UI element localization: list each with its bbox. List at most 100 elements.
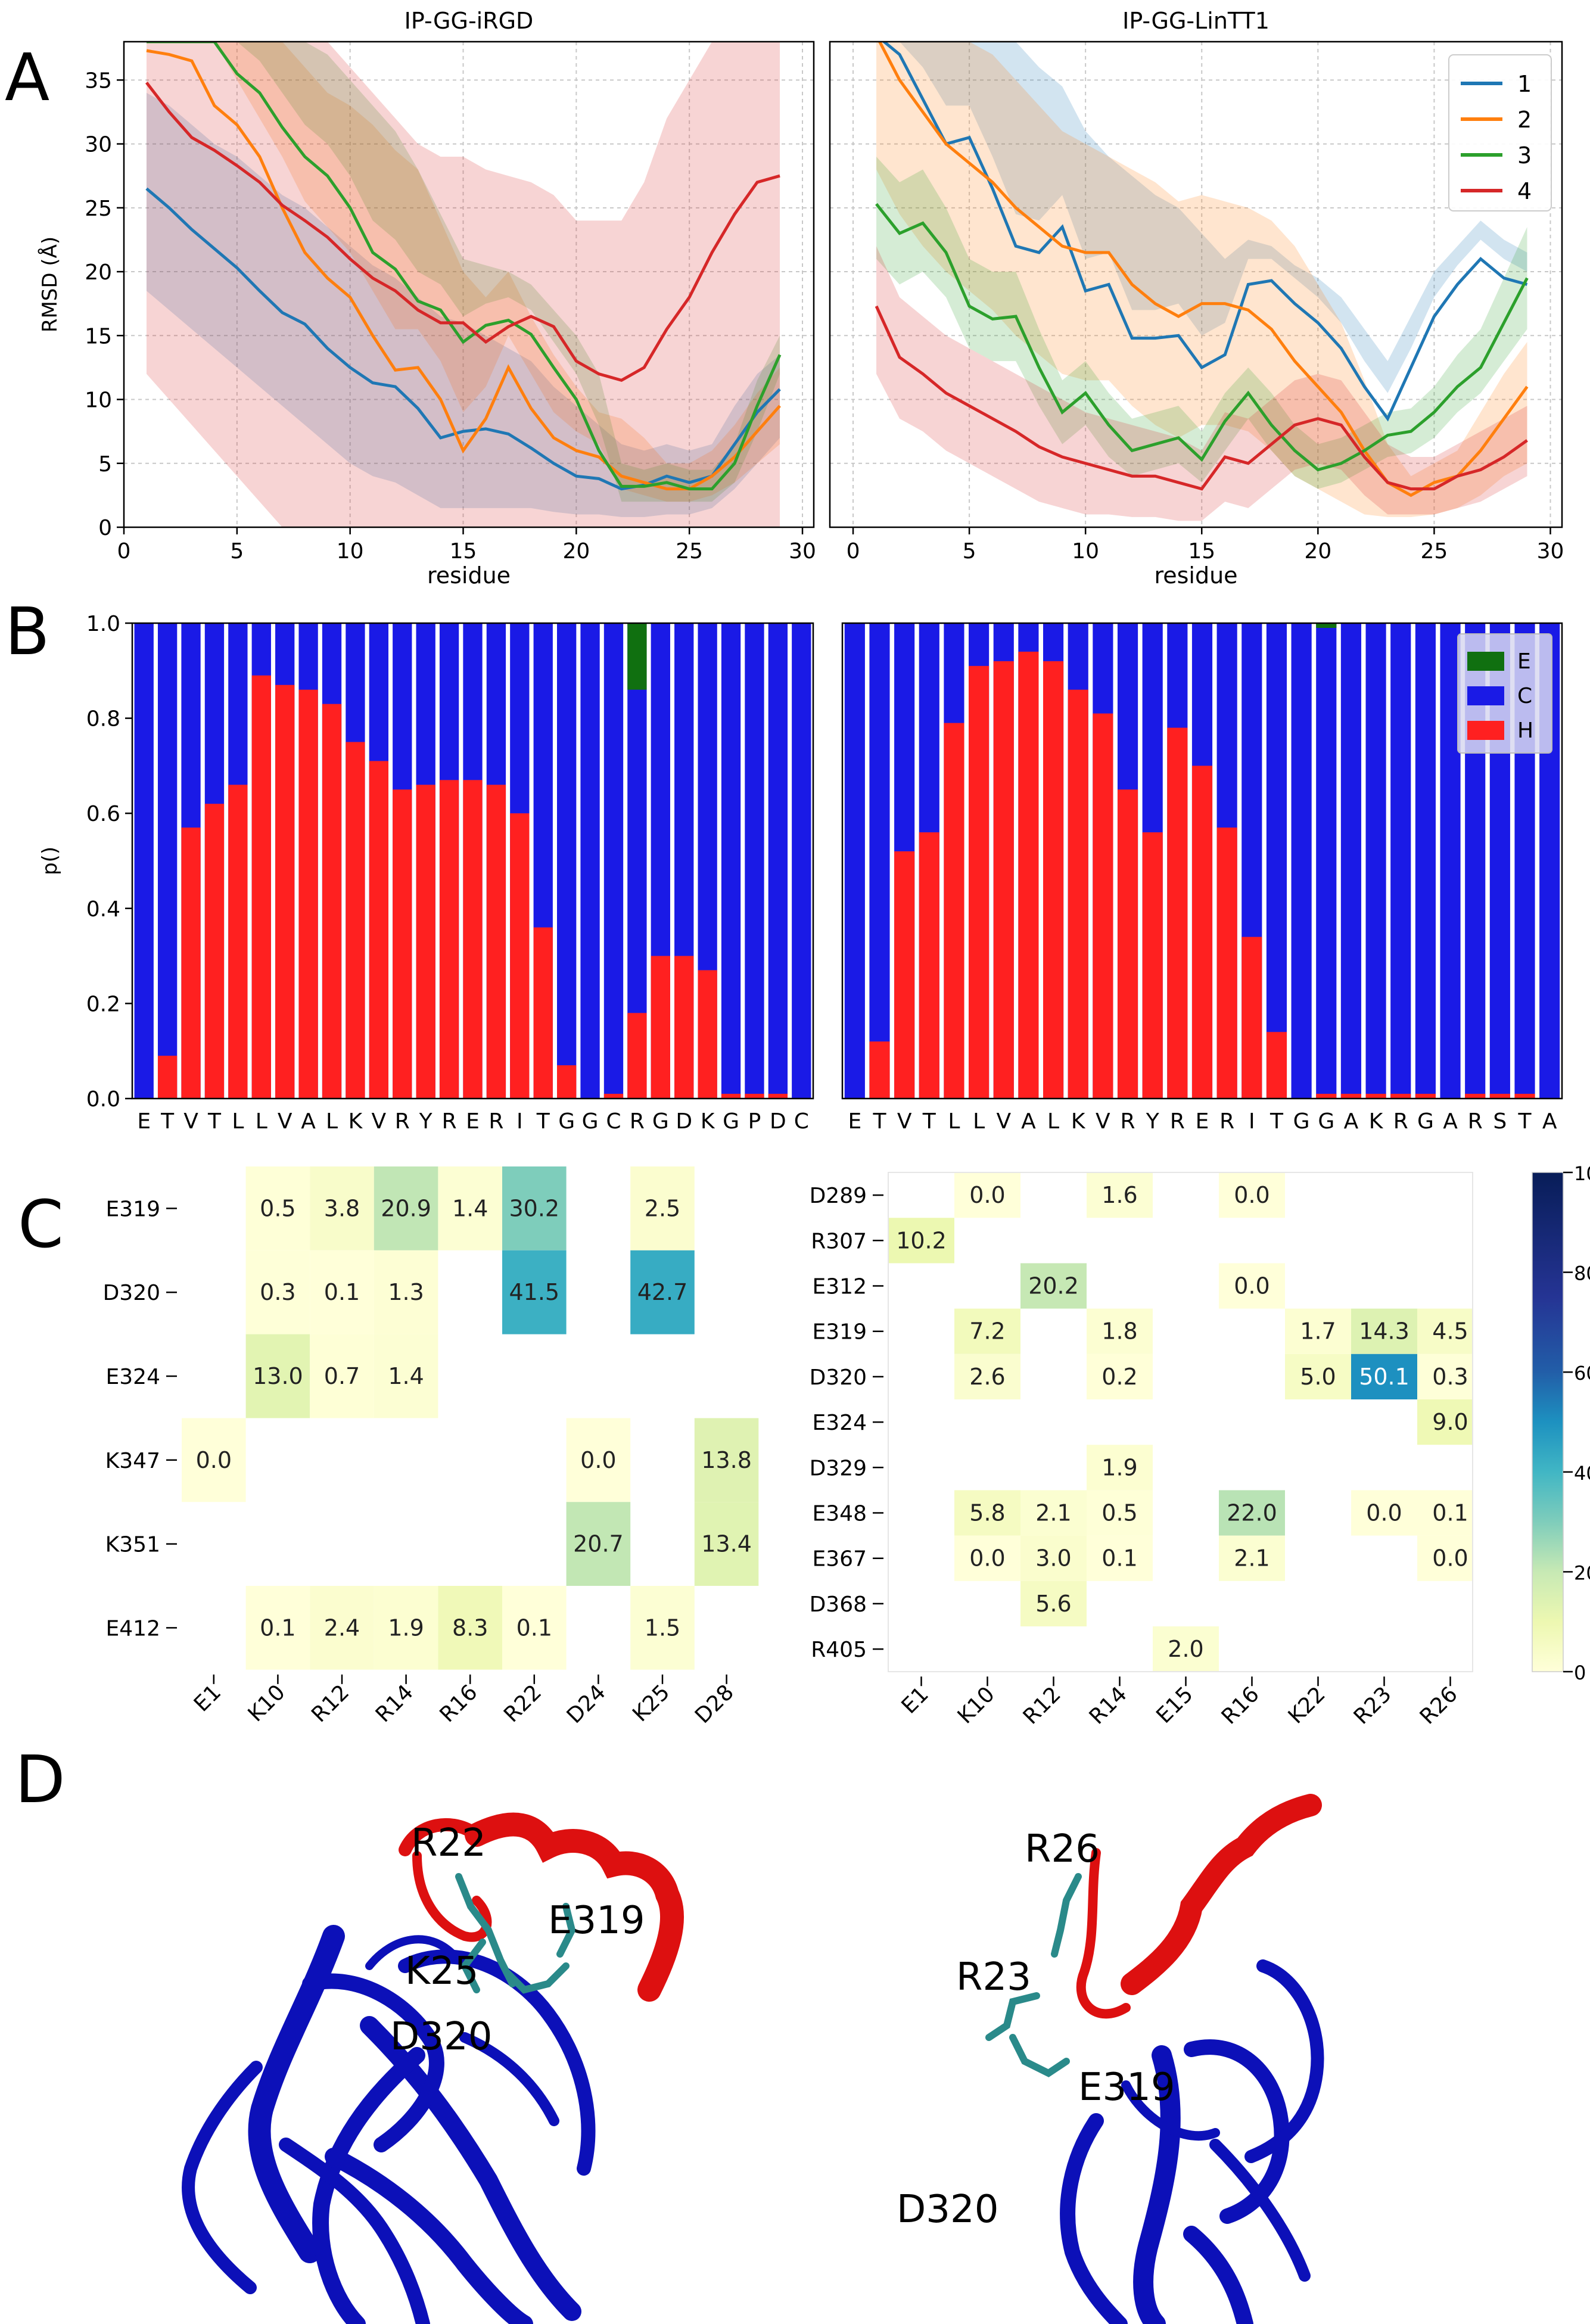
bar-h-2	[894, 851, 915, 1099]
y-tick-label: 0.6	[86, 802, 120, 826]
heatmap-cell	[374, 1334, 438, 1418]
heatmap-cell	[566, 1418, 631, 1502]
y-tick-label: 0	[98, 516, 112, 540]
plot-frame	[131, 622, 814, 1100]
x-tick-label: K10	[244, 1680, 290, 1726]
panel-label-d: D	[15, 1741, 66, 1818]
y-tick-label: 30	[85, 133, 112, 157]
y-tick-label: E319	[813, 1320, 867, 1345]
heatmap-cell	[954, 1308, 1020, 1354]
bar-h-23	[674, 956, 694, 1099]
bar-h-8	[322, 704, 342, 1099]
heatmap-cell-value: 0.5	[1102, 1500, 1137, 1526]
legend-label-1: 1	[1517, 71, 1532, 97]
confidence-band-3	[876, 157, 1527, 489]
bar-c-18	[1291, 623, 1312, 1099]
x-tick-label: R	[630, 1109, 645, 1134]
heatmap-cell	[245, 1166, 310, 1250]
panel-label-c: C	[18, 1186, 64, 1262]
plot-frame	[123, 41, 815, 528]
legend-swatch-C	[1467, 686, 1504, 705]
x-tick-label: T	[922, 1109, 936, 1134]
heatmap-cell-value: 0.0	[1234, 1273, 1269, 1299]
y-tick-label: 10	[85, 388, 112, 413]
heatmap-cell-value: 1.4	[452, 1195, 488, 1221]
structure-label-r26: R26	[1025, 1827, 1100, 1871]
bar-h-10	[369, 761, 389, 1099]
x-tick-label: 15	[450, 539, 477, 564]
bar-h-22	[1390, 1094, 1411, 1099]
x-tick-label: 30	[1537, 539, 1564, 564]
series-line-1	[882, 42, 1528, 422]
bar-c-27	[768, 623, 788, 1099]
bar-h-9	[346, 742, 365, 1099]
bar-h-6	[993, 661, 1014, 1099]
structure-label-r22: R22	[411, 1821, 486, 1865]
bar-h-15	[486, 785, 506, 1099]
x-tick-label: R23	[1349, 1682, 1396, 1729]
x-tick-label: V	[996, 1109, 1011, 1134]
heatmap-cell	[374, 1166, 438, 1250]
bar-h-12	[1142, 832, 1163, 1099]
heatmap-cell	[1153, 1626, 1219, 1672]
x-tick-label: R12	[1019, 1682, 1066, 1729]
heatmap-cell	[566, 1502, 631, 1586]
rmsd-chart-iRGD: 0 5 10 15 20 25 30 0 5 10 15 20 25 30 35 IP-GG-iRGD resi…	[38, 8, 816, 589]
x-tick-label: E	[1196, 1109, 1209, 1134]
bar-h-14	[1191, 766, 1213, 1099]
y-tick-label: E312	[813, 1275, 867, 1299]
heatmap-cell-value: 0.2	[1102, 1364, 1137, 1390]
heatmap-cell-value: 3.8	[324, 1195, 360, 1221]
heatmap-cells: 0.0 1.6 0.0 10.2 20.2 0.0 7.2 1.8 1.7 14.3 4.5 2.6 0…	[888, 1172, 1473, 1672]
legend-label-3: 3	[1517, 142, 1532, 169]
y-tick-label: 0.4	[86, 897, 120, 922]
x-tick-label: D	[676, 1109, 692, 1134]
bar-h-17	[1266, 1032, 1287, 1099]
heatmap-cell-value: 0.1	[516, 1614, 552, 1641]
bar-h-2	[181, 827, 201, 1099]
colorbar-tick-label: 0	[1574, 1662, 1586, 1684]
x-tick-label: K22	[1284, 1682, 1330, 1729]
bar-h-5	[251, 675, 271, 1099]
x-tick-label: 5	[230, 539, 244, 564]
bar-h-5	[969, 665, 990, 1099]
bar-h-15	[1216, 827, 1237, 1099]
y-axis-label: RMSD (Å)	[38, 237, 62, 332]
heatmap-cell-value: 2.5	[645, 1195, 680, 1221]
x-tick-label: R	[1170, 1109, 1185, 1134]
x-tick-label: E	[137, 1109, 151, 1134]
heatmap-cell-value: 3.0	[1035, 1545, 1071, 1572]
colorbar-gradient	[1532, 1172, 1563, 1672]
heatmap-cell-value: 50.1	[1359, 1364, 1409, 1390]
heatmap-cell-value: 0.0	[969, 1545, 1005, 1572]
bar-h-24	[698, 970, 717, 1099]
x-tick-label: R14	[1085, 1682, 1132, 1729]
bar-h-11	[1117, 789, 1138, 1099]
x-tick-label: 20	[1304, 539, 1331, 564]
heatmap-cell-value: 5.0	[1300, 1364, 1336, 1390]
heatmap-cell	[1417, 1308, 1473, 1354]
x-tick-label: I	[516, 1109, 523, 1134]
y-tick-label: E324	[106, 1365, 160, 1389]
heatmap-cell	[502, 1250, 567, 1334]
x-tick-label: L	[1047, 1109, 1059, 1134]
bar-h-16	[1241, 937, 1262, 1099]
x-tick-label: G	[652, 1109, 669, 1134]
legend-label-C: C	[1517, 684, 1532, 708]
x-tick-label: R	[1121, 1109, 1135, 1134]
y-tick-label: 5	[98, 452, 112, 477]
bar-h-23	[1415, 1094, 1436, 1099]
heatmap-cell	[1087, 1308, 1153, 1354]
heatmap-cell-value: 0.1	[324, 1279, 360, 1305]
y-tick-label: D320	[103, 1281, 160, 1305]
contact-heatmap-iRGD: 0.5 3.8 20.9 1.4 30.2 2.5 0.3 0.1 1.3 41.5 42.7 13.…	[103, 1166, 759, 1728]
heatmap-cell	[1351, 1308, 1417, 1354]
panel-label-b: B	[5, 593, 49, 670]
heatmap-cell-value: 0.1	[1102, 1545, 1137, 1572]
heatmap-cell	[438, 1586, 502, 1670]
heatmap-cell	[1219, 1263, 1285, 1309]
x-tick-label: 0	[847, 539, 860, 564]
y-tick-label: E319	[106, 1197, 160, 1221]
y-tick-label: R307	[811, 1229, 867, 1253]
x-tick-label: V	[278, 1109, 293, 1134]
